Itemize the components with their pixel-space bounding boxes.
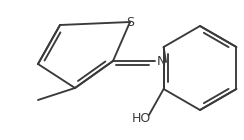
Text: HO: HO — [131, 111, 151, 124]
Text: N: N — [156, 54, 166, 67]
Text: S: S — [126, 16, 134, 29]
